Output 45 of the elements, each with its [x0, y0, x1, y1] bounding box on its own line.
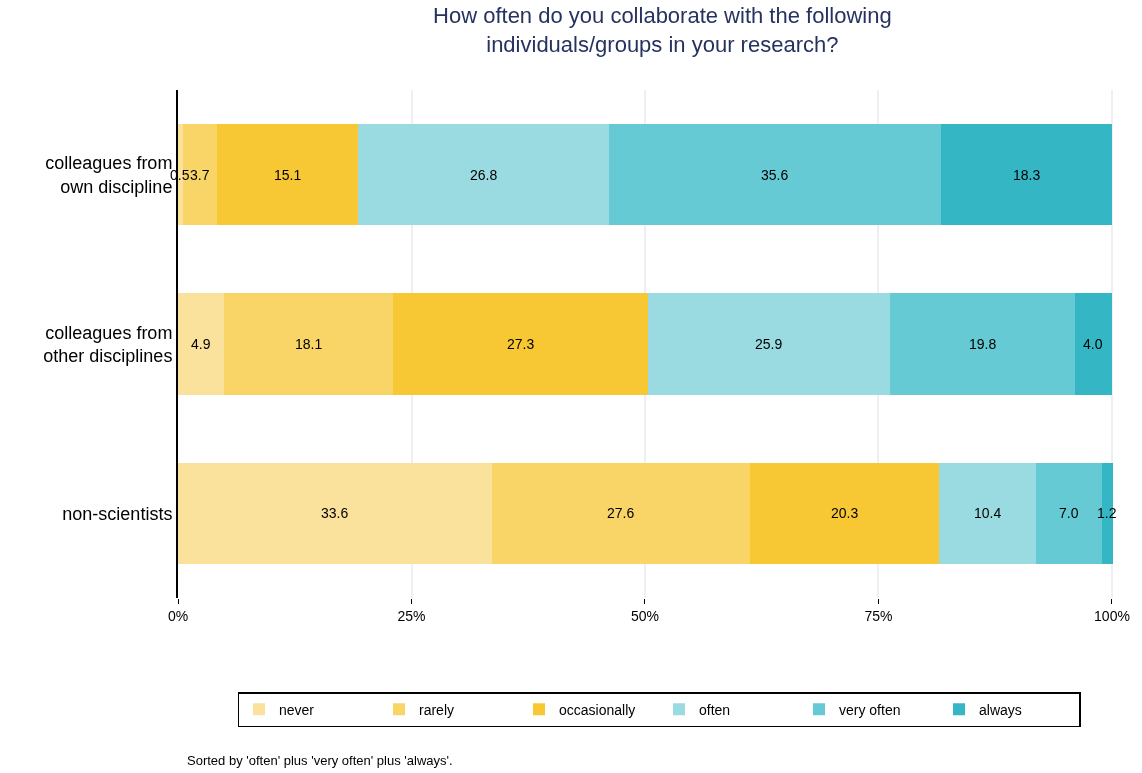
x-tick-label: 100% [1094, 607, 1130, 624]
data-label: 10.4 [974, 505, 1002, 521]
bar [1074, 293, 1112, 395]
bar [491, 462, 750, 565]
data-label: 25.9 [755, 336, 783, 352]
bar [608, 123, 942, 226]
x-tick-label: 25% [397, 607, 426, 624]
data-label: 3.7 [190, 167, 210, 183]
x-tick-label: 0% [167, 607, 189, 624]
data-label: 26.8 [470, 167, 498, 183]
legend-label: very often [839, 701, 901, 718]
data-label: 19.8 [969, 336, 997, 352]
bar [358, 123, 609, 226]
bar [178, 293, 224, 395]
legend-label: often [699, 701, 731, 718]
bar [941, 123, 1112, 226]
data-label: 27.3 [507, 336, 535, 352]
bar [647, 293, 890, 395]
data-label: 35.6 [761, 167, 789, 183]
data-label: 4.0 [1083, 336, 1103, 352]
data-label: 27.6 [607, 505, 635, 521]
y-tick-label: non-scientists [62, 503, 173, 524]
data-label: 33.6 [321, 505, 349, 521]
legend-label: always [979, 701, 1022, 718]
data-label: 15.1 [274, 167, 302, 183]
bar [889, 293, 1075, 395]
x-tick-label: 75% [864, 607, 893, 624]
data-label: 20.3 [831, 505, 859, 521]
data-label: 4.9 [191, 336, 211, 352]
legend-label: never [279, 701, 315, 718]
data-label: 18.1 [295, 336, 323, 352]
legend-label: rarely [419, 701, 455, 718]
chart-title: How often do you collaborate with the following individuals/groups in your research? [433, 3, 892, 57]
x-tick-label: 50% [630, 607, 660, 624]
bar [223, 293, 393, 395]
bar [392, 293, 648, 395]
legend-label: occasionally [559, 701, 636, 718]
bar [749, 462, 940, 565]
bar [939, 462, 1037, 565]
bar [178, 462, 492, 565]
bar [217, 123, 359, 226]
text: Sorted by 'often' plus 'very often' plus 'always'. [187, 753, 453, 768]
y-tick-label: colleagues from other disciplines [43, 322, 173, 366]
data-label: 18.3 [1013, 167, 1041, 183]
data-label: 7.0 [1059, 505, 1079, 521]
